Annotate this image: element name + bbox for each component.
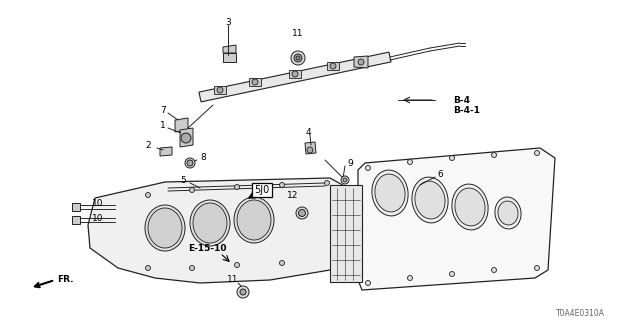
Polygon shape: [289, 70, 301, 78]
Polygon shape: [223, 53, 236, 62]
Circle shape: [298, 210, 305, 217]
Polygon shape: [249, 78, 261, 86]
Text: B-4-1: B-4-1: [453, 106, 480, 115]
Polygon shape: [199, 52, 391, 102]
Ellipse shape: [412, 177, 448, 223]
Polygon shape: [358, 148, 555, 290]
Circle shape: [449, 271, 454, 276]
Polygon shape: [72, 203, 80, 211]
Circle shape: [280, 182, 285, 188]
Ellipse shape: [148, 208, 182, 248]
Text: 10: 10: [92, 198, 104, 207]
Ellipse shape: [415, 181, 445, 219]
Ellipse shape: [455, 188, 485, 226]
Circle shape: [234, 185, 239, 189]
Polygon shape: [160, 147, 172, 156]
Circle shape: [291, 51, 305, 65]
Text: T0A4E0310A: T0A4E0310A: [556, 308, 605, 317]
Circle shape: [185, 158, 195, 168]
Circle shape: [534, 150, 540, 156]
Circle shape: [341, 176, 349, 184]
Ellipse shape: [237, 200, 271, 240]
Circle shape: [449, 156, 454, 161]
Ellipse shape: [498, 201, 518, 225]
Text: 5J0: 5J0: [254, 185, 269, 195]
Ellipse shape: [190, 200, 230, 246]
Circle shape: [492, 153, 497, 157]
Polygon shape: [180, 128, 193, 147]
Ellipse shape: [495, 197, 521, 229]
Text: 9: 9: [347, 158, 353, 167]
Ellipse shape: [193, 203, 227, 243]
Text: 6: 6: [437, 170, 443, 179]
Ellipse shape: [336, 198, 356, 222]
Circle shape: [365, 165, 371, 171]
Circle shape: [234, 262, 239, 268]
Circle shape: [292, 71, 298, 77]
Polygon shape: [88, 178, 348, 283]
Polygon shape: [175, 118, 188, 132]
Circle shape: [324, 180, 330, 186]
Text: 11: 11: [292, 28, 304, 37]
Text: 5: 5: [180, 175, 186, 185]
Ellipse shape: [145, 205, 185, 251]
Circle shape: [492, 268, 497, 273]
Ellipse shape: [452, 184, 488, 230]
Text: 1: 1: [160, 121, 166, 130]
Ellipse shape: [234, 197, 274, 243]
Polygon shape: [223, 45, 236, 53]
Circle shape: [181, 133, 191, 143]
Text: 7: 7: [160, 106, 166, 115]
Text: 4: 4: [305, 127, 311, 137]
Ellipse shape: [336, 226, 356, 250]
Circle shape: [189, 188, 195, 193]
Polygon shape: [72, 216, 80, 224]
Circle shape: [252, 79, 258, 85]
Polygon shape: [330, 185, 362, 282]
Text: 11: 11: [227, 276, 239, 284]
Circle shape: [358, 59, 364, 65]
Circle shape: [294, 54, 302, 62]
Ellipse shape: [372, 170, 408, 216]
Circle shape: [237, 286, 249, 298]
Polygon shape: [327, 62, 339, 70]
Circle shape: [408, 276, 413, 281]
Polygon shape: [305, 142, 316, 154]
Text: 2: 2: [145, 140, 151, 149]
Circle shape: [307, 147, 313, 153]
Ellipse shape: [375, 174, 405, 212]
Circle shape: [189, 266, 195, 270]
Circle shape: [296, 207, 308, 219]
Text: B-4: B-4: [453, 95, 470, 105]
Circle shape: [145, 266, 150, 270]
Circle shape: [408, 159, 413, 164]
Polygon shape: [214, 86, 226, 94]
Text: E-15-10: E-15-10: [188, 244, 227, 252]
Ellipse shape: [336, 253, 356, 277]
Text: 10: 10: [92, 213, 104, 222]
Text: 8: 8: [200, 153, 206, 162]
Text: 3: 3: [225, 18, 231, 27]
Circle shape: [145, 193, 150, 197]
Text: 12: 12: [287, 190, 299, 199]
Circle shape: [217, 87, 223, 93]
Circle shape: [343, 178, 347, 182]
Circle shape: [280, 260, 285, 266]
Polygon shape: [354, 56, 368, 68]
Circle shape: [296, 56, 300, 60]
Circle shape: [365, 281, 371, 285]
Circle shape: [534, 266, 540, 270]
Text: FR.: FR.: [57, 276, 74, 284]
Circle shape: [187, 160, 193, 166]
Circle shape: [240, 289, 246, 295]
Circle shape: [330, 63, 336, 69]
